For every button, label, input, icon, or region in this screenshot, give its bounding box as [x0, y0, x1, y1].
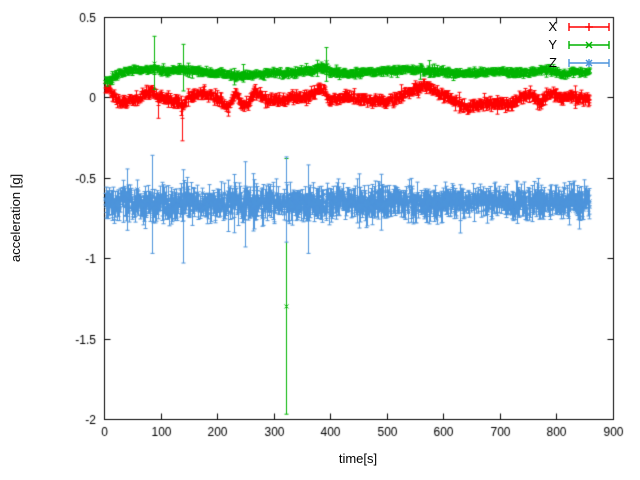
legend-entry-z: Z: [548, 56, 612, 70]
legend-entry-y: Y: [548, 38, 612, 52]
legend-entry-x: X: [548, 20, 612, 34]
legend-label-z: Z: [549, 55, 557, 70]
legend-sample-x-errorbar: [568, 23, 610, 31]
legend: X Y Z: [548, 20, 612, 70]
legend-sample-y-errorbar: [568, 41, 610, 49]
x-axis-label: time[s]: [338, 451, 378, 466]
y-axis-label: acceleration [g]: [8, 173, 23, 263]
legend-label-x: X: [548, 19, 557, 34]
legend-sample-z-errorbar: [568, 59, 610, 67]
legend-label-y: Y: [548, 37, 557, 52]
